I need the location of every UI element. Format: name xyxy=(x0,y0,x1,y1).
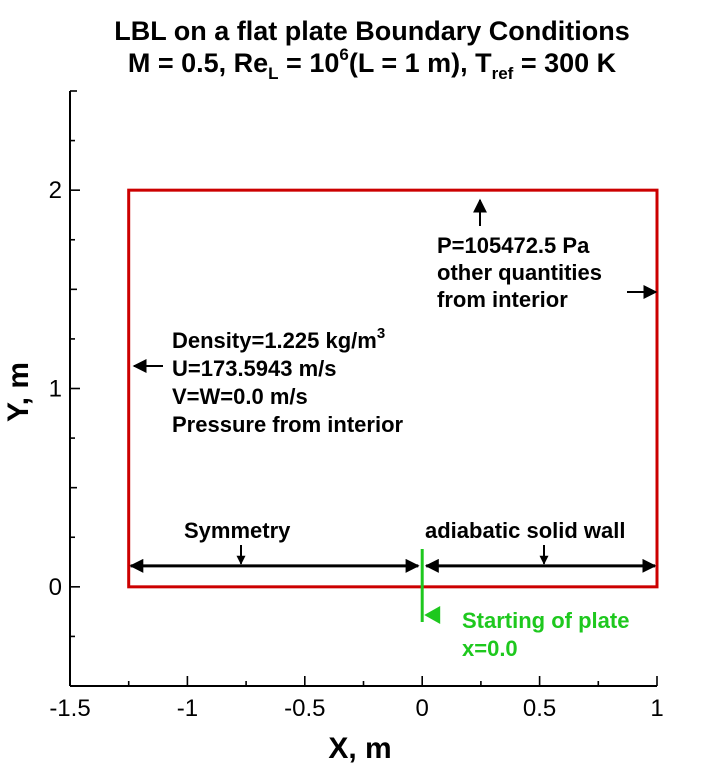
x-tick-label: -0.5 xyxy=(284,695,325,722)
outlet-pressure-text: P=105472.5 Pa xyxy=(437,233,590,258)
x-tick-label: 0 xyxy=(416,695,429,722)
wall-label: adiabatic solid wall xyxy=(425,518,626,543)
figure-title-line1: LBL on a flat plate Boundary Conditions xyxy=(114,16,630,46)
y-tick-label: 1 xyxy=(49,376,62,403)
x-tick-label: -1.5 xyxy=(49,695,90,722)
x-tick-label: 0.5 xyxy=(523,695,556,722)
plate-start-x-label: x=0.0 xyxy=(462,636,518,661)
y-tick-label: 0 xyxy=(49,574,62,601)
x-axis-label: X, m xyxy=(328,732,391,765)
y-axis-label: Y, m xyxy=(2,362,35,422)
y-tick-label: 2 xyxy=(49,177,62,204)
inlet-density-text: Density=1.225 kg/m3 xyxy=(172,325,385,353)
x-tick-label: -1 xyxy=(177,695,198,722)
inlet-pressure-text: Pressure from interior xyxy=(172,412,404,437)
axis-ticks: -1.5 -1 -0.5 0 0.5 1 0 1 2 xyxy=(49,90,664,722)
figure-title-line2: M = 0.5, ReL = 106(L = 1 m), Tref = 300 … xyxy=(128,45,617,83)
inlet-velocity-text: U=173.5943 m/s xyxy=(172,356,337,381)
x-tick-label: 1 xyxy=(650,695,663,722)
domain-box xyxy=(127,188,659,589)
plate-start-label: Starting of plate xyxy=(462,608,629,633)
symmetry-label: Symmetry xyxy=(184,518,291,543)
plate-start-arrowhead xyxy=(424,606,441,624)
outlet-interior-text: from interior xyxy=(437,287,568,312)
outlet-other-text: other quantities xyxy=(437,260,602,285)
inlet-vw-text: V=W=0.0 m/s xyxy=(172,384,308,409)
